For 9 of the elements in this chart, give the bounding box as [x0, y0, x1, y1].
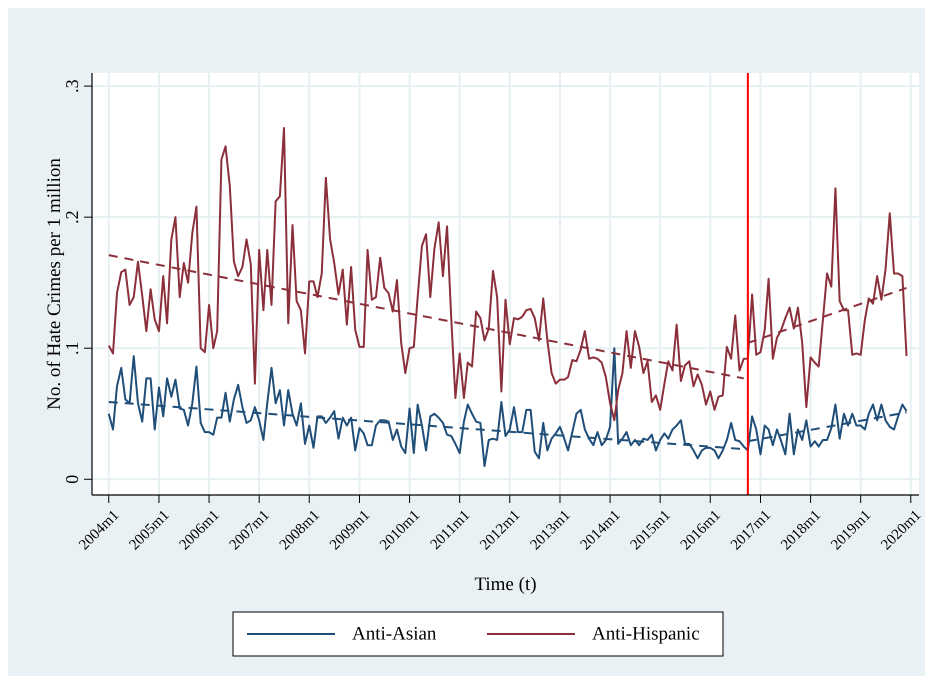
line-series — [108, 127, 908, 422]
y-tick-label: .3 — [62, 79, 82, 93]
x-axis-title: Time (t) — [474, 574, 537, 595]
legend-label: Anti-Asian — [352, 624, 437, 644]
legend-label: Anti-Hispanic — [592, 624, 700, 644]
y-tick-label: .2 — [62, 210, 82, 224]
y-axis-title: No. of Hate Crimes per 1 million — [44, 158, 65, 410]
y-tick-label: 0 — [62, 474, 82, 484]
y-tick-label: .1 — [62, 341, 82, 355]
